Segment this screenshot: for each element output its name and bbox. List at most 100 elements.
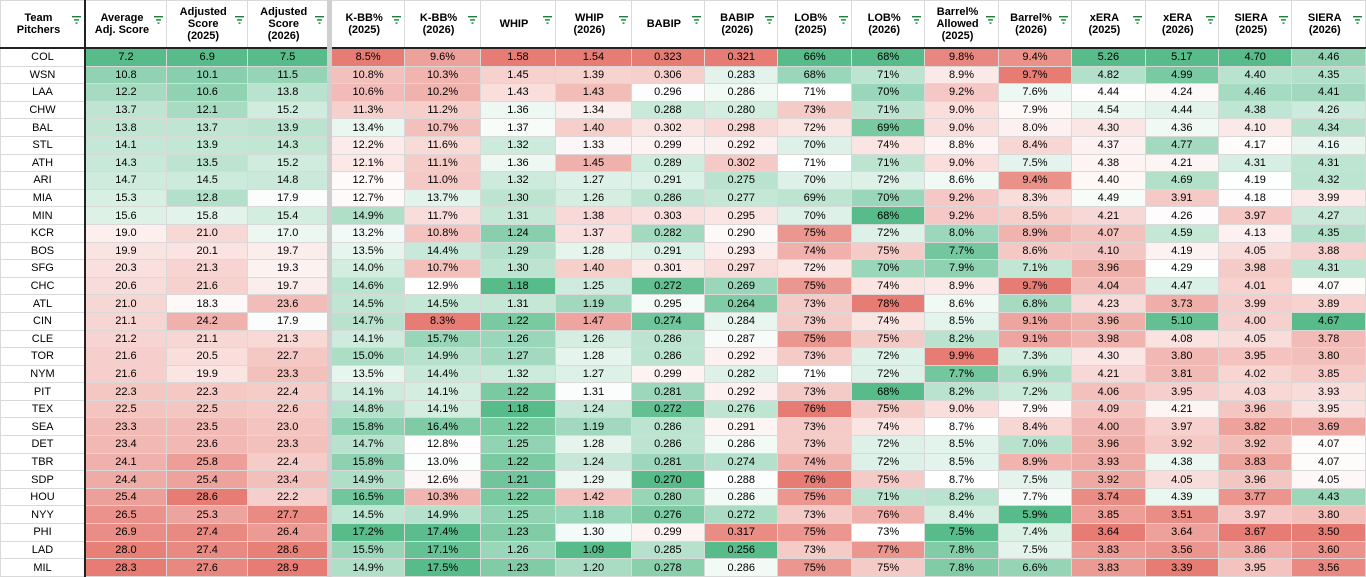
stat-cell[interactable]: 74% [850,276,926,296]
stat-cell[interactable]: 4.07 [1071,223,1146,243]
stat-cell[interactable]: 28.0 [84,540,167,560]
stat-cell[interactable]: 1.30 [479,188,557,208]
stat-cell[interactable]: 4.06 [1071,382,1146,401]
team-cell[interactable]: HOU [0,487,86,507]
stat-cell[interactable]: 21.6 [165,276,249,296]
stat-cell[interactable]: 4.38 [1071,153,1146,173]
stat-cell[interactable]: 0.296 [630,83,706,102]
stat-cell[interactable]: 75% [850,241,926,261]
stat-cell[interactable]: 6.8% [997,294,1073,313]
stat-cell[interactable]: 12.8 [165,188,249,208]
stat-cell[interactable]: 9.1% [997,311,1073,331]
stat-cell[interactable]: 7.9% [924,259,999,278]
stat-cell[interactable]: 0.276 [630,505,706,525]
stat-cell[interactable]: 7.2% [997,382,1073,401]
stat-cell[interactable]: 22.6 [247,399,331,419]
stat-cell[interactable]: 12.2% [326,135,406,155]
stat-cell[interactable]: 68% [777,65,852,85]
stat-cell[interactable]: 3.83 [1071,558,1146,577]
stat-cell[interactable]: 0.297 [704,259,779,278]
stat-cell[interactable]: 0.283 [704,65,779,85]
stat-cell[interactable]: 13.4% [326,118,406,137]
stat-cell[interactable]: 8.0% [924,223,999,243]
stat-cell[interactable]: 8.9% [997,452,1073,472]
stat-cell[interactable]: 4.08 [1144,329,1220,349]
stat-cell[interactable]: 14.9% [404,505,481,525]
stat-cell[interactable]: 8.5% [326,47,406,67]
stat-cell[interactable]: 11.5 [247,65,331,85]
stat-cell[interactable]: 23.0 [247,417,331,437]
stat-cell[interactable]: 1.22 [479,452,557,472]
stat-cell[interactable]: 1.54 [555,47,632,67]
stat-cell[interactable]: 19.9 [165,364,249,384]
stat-cell[interactable]: 1.23 [479,523,557,542]
stat-cell[interactable]: 4.30 [1071,118,1146,137]
stat-cell[interactable]: 23.3 [247,364,331,384]
team-cell[interactable]: KCR [0,223,86,243]
stat-cell[interactable]: 7.5 [247,47,331,67]
stat-cell[interactable]: 14.1% [404,382,481,401]
stat-cell[interactable]: 8.5% [924,435,999,454]
stat-cell[interactable]: 14.5 [165,171,249,190]
stat-cell[interactable]: 1.32 [479,135,557,155]
stat-cell[interactable]: 3.97 [1218,206,1293,225]
stat-cell[interactable]: 22.2 [247,487,331,507]
stat-cell[interactable]: 71% [777,153,852,173]
stat-cell[interactable]: 12.9% [404,276,481,296]
stat-cell[interactable]: 8.2% [924,382,999,401]
stat-cell[interactable]: 0.321 [704,47,779,67]
stat-cell[interactable]: 26.9 [84,523,167,542]
stat-cell[interactable]: 14.9% [404,347,481,366]
stat-cell[interactable]: 10.2% [404,83,481,102]
stat-cell[interactable]: 74% [850,311,926,331]
stat-cell[interactable]: 4.10 [1071,241,1146,261]
stat-cell[interactable]: 1.22 [479,487,557,507]
stat-cell[interactable]: 7.3% [997,347,1073,366]
stat-cell[interactable]: 14.1% [404,399,481,419]
filter-icon[interactable] [314,16,324,24]
stat-cell[interactable]: 1.31 [479,294,557,313]
stat-cell[interactable]: 7.5% [924,523,999,542]
stat-cell[interactable]: 1.43 [479,83,557,102]
stat-cell[interactable]: 3.93 [1291,382,1366,401]
stat-cell[interactable]: 0.286 [704,487,779,507]
stat-cell[interactable]: 5.10 [1144,311,1220,331]
stat-cell[interactable]: 5.17 [1144,47,1220,67]
stat-cell[interactable]: 9.2% [924,188,999,208]
team-cell[interactable]: PIT [0,382,86,401]
stat-cell[interactable]: 3.64 [1071,523,1146,542]
stat-cell[interactable]: 11.1% [404,153,481,173]
stat-cell[interactable]: 11.6% [404,135,481,155]
stat-cell[interactable]: 13.8 [247,83,331,102]
stat-cell[interactable]: 0.289 [630,153,706,173]
team-cell[interactable]: NYM [0,364,86,384]
stat-cell[interactable]: 4.46 [1291,47,1366,67]
stat-cell[interactable]: 12.8% [404,435,481,454]
stat-cell[interactable]: 4.37 [1071,135,1146,155]
stat-cell[interactable]: 11.3% [326,100,406,120]
stat-cell[interactable]: 4.01 [1218,276,1293,296]
stat-cell[interactable]: 4.49 [1071,188,1146,208]
stat-cell[interactable]: 1.18 [479,399,557,419]
stat-cell[interactable]: 4.38 [1218,100,1293,120]
column-header[interactable]: BABIP [630,0,706,49]
stat-cell[interactable]: 4.05 [1144,470,1220,489]
stat-cell[interactable]: 4.41 [1291,83,1366,102]
stat-cell[interactable]: 1.20 [555,558,632,577]
stat-cell[interactable]: 0.282 [630,223,706,243]
stat-cell[interactable]: 3.89 [1291,294,1366,313]
stat-cell[interactable]: 0.286 [704,83,779,102]
stat-cell[interactable]: 23.3 [247,435,331,454]
stat-cell[interactable]: 21.0 [84,294,167,313]
stat-cell[interactable]: 4.13 [1218,223,1293,243]
team-cell[interactable]: PHI [0,523,86,542]
stat-cell[interactable]: 12.1 [165,100,249,120]
stat-cell[interactable]: 3.81 [1144,364,1220,384]
stat-cell[interactable]: 1.38 [555,206,632,225]
stat-cell[interactable]: 14.6% [326,276,406,296]
stat-cell[interactable]: 1.45 [479,65,557,85]
stat-cell[interactable]: 1.28 [555,241,632,261]
column-header[interactable]: BABIP (2026) [704,0,779,49]
stat-cell[interactable]: 1.28 [555,347,632,366]
stat-cell[interactable]: 76% [777,470,852,489]
